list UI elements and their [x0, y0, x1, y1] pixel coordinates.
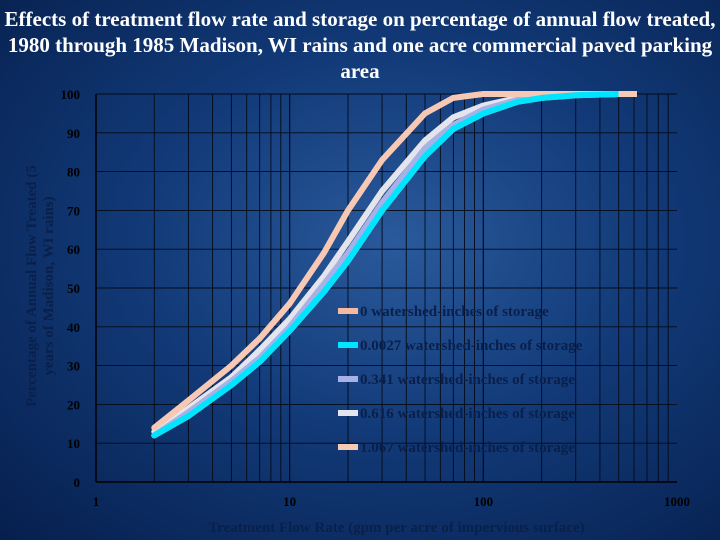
y-tick-label: 60	[67, 242, 80, 257]
x-tick-label: 1000	[664, 494, 690, 509]
x-axis-label: Treatment Flow Rate (gpm per acre of imp…	[208, 520, 584, 536]
y-tick-label: 40	[67, 320, 80, 335]
y-tick-label: 80	[67, 165, 80, 180]
chart-title: Effects of treatment flow rate and stora…	[4, 7, 716, 83]
legend-label: 1.067 watershed-inches of storage	[360, 440, 575, 456]
x-tick-label: 100	[474, 494, 494, 509]
y-tick-label: 30	[67, 359, 80, 374]
axes	[95, 94, 677, 483]
x-tick-label: 10	[283, 494, 296, 509]
x-tick-label: 1	[93, 494, 100, 509]
y-axis-label: Percentage of Annual Flow Treated (5year…	[24, 165, 57, 407]
legend-label: 0.341 watershed-inches of storage	[360, 372, 575, 388]
y-tick-label: 0	[74, 475, 81, 490]
y-tick-label: 70	[67, 203, 80, 218]
y-tick-label: 10	[67, 436, 80, 451]
legend-label: 0.616 watershed-inches of storage	[360, 406, 575, 422]
y-tick-label: 100	[61, 87, 81, 102]
y-tick-label: 20	[67, 397, 80, 412]
legend: 0 watershed-inches of storage 0.0027 wate…	[338, 304, 583, 456]
series-lines	[151, 91, 637, 439]
series-line-4	[151, 91, 622, 431]
legend-label: 0.0027 watershed-inches of storage	[360, 338, 583, 354]
y-tick-label: 50	[67, 281, 80, 296]
legend-label: 0 watershed-inches of storage	[360, 304, 549, 320]
y-tick-label: 90	[67, 126, 80, 141]
series-line-1	[151, 91, 622, 439]
